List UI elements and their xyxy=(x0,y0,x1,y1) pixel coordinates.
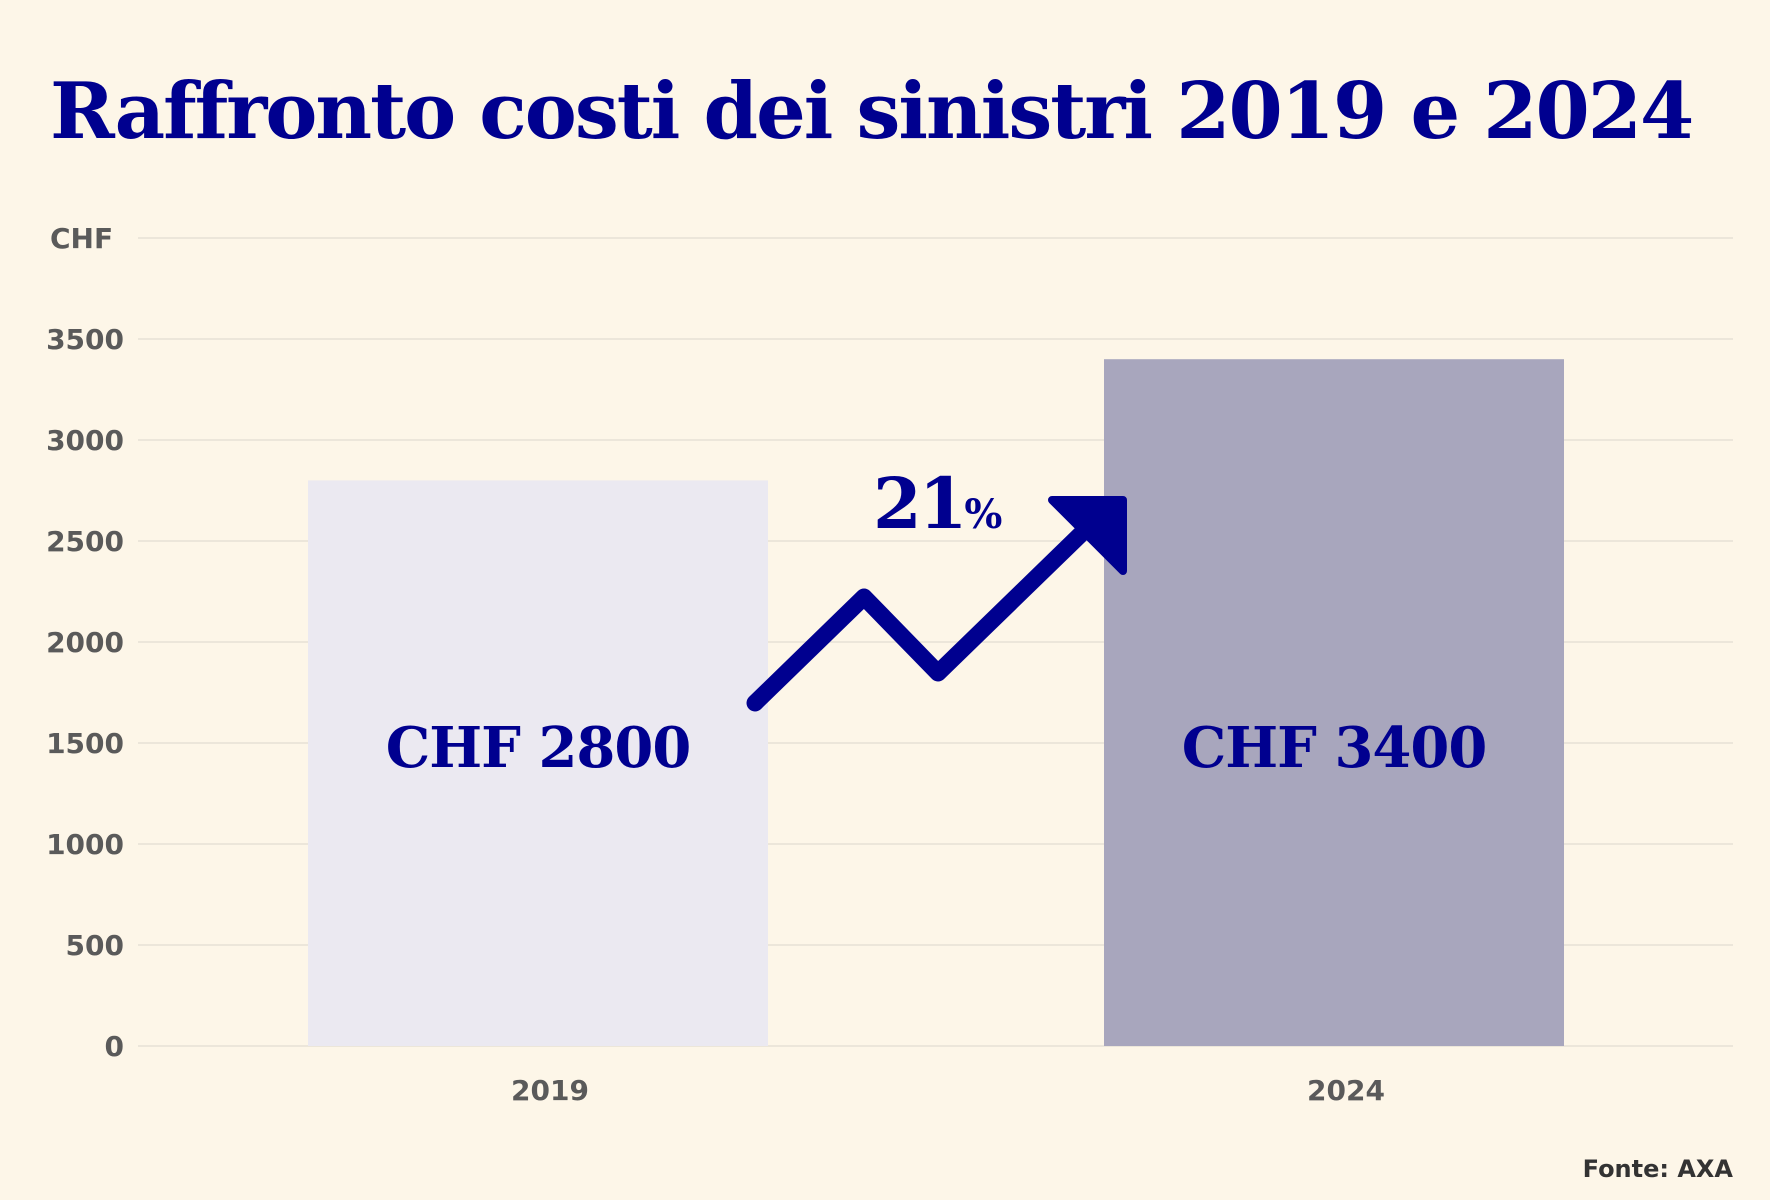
percent-increase-label: 21% xyxy=(873,462,1002,545)
bar-value-label-2024: CHF 3400 xyxy=(1182,715,1487,781)
y-axis-unit-label: CHF xyxy=(50,222,113,255)
y-tick-label: 2000 xyxy=(46,626,124,659)
y-tick-label: 0 xyxy=(105,1030,124,1063)
bar-value-label-2019: CHF 2800 xyxy=(386,715,691,781)
bar-2024 xyxy=(1104,359,1564,1046)
x-tick-label: 2019 xyxy=(511,1074,589,1107)
y-tick-label: 500 xyxy=(66,929,124,962)
x-axis-ticks: 2019 2024 xyxy=(511,1074,1385,1107)
bar-2019 xyxy=(308,480,768,1046)
bars: CHF 2800 CHF 3400 xyxy=(308,359,1564,1046)
percent-value: 21 xyxy=(873,462,964,545)
y-tick-label: 1500 xyxy=(46,727,124,760)
source-note: Fonte: AXA xyxy=(1583,1155,1734,1183)
y-tick-label: 3000 xyxy=(46,424,124,457)
y-axis-ticks: 0 500 1000 1500 2000 2500 3000 3500 xyxy=(46,323,124,1063)
chart-title: Raffronto costi dei sinistri 2019 e 2024 xyxy=(50,66,1694,157)
zigzag-up-arrow-icon xyxy=(746,526,1089,712)
x-tick-label: 2024 xyxy=(1307,1074,1385,1107)
y-tick-label: 3500 xyxy=(46,323,124,356)
percent-sign: % xyxy=(964,491,1002,538)
y-tick-label: 1000 xyxy=(46,828,124,861)
arrow-head-icon xyxy=(1048,496,1127,575)
y-tick-label: 2500 xyxy=(46,525,124,558)
